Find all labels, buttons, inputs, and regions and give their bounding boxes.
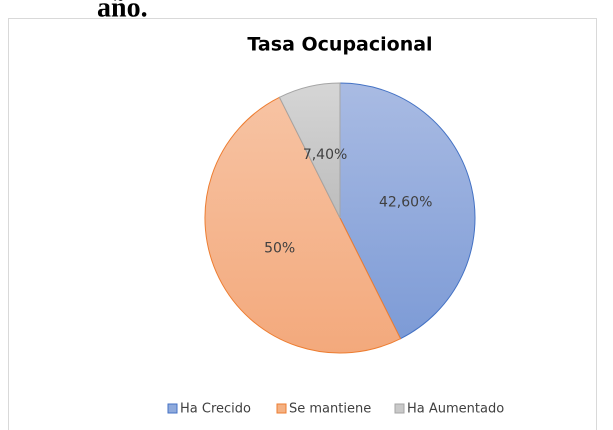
- pie-slice: [339, 82, 476, 340]
- legend-label: Ha Aumentado: [407, 402, 504, 417]
- legend-label: Se mantiene: [289, 402, 371, 417]
- data-label: 42,60%: [379, 194, 432, 210]
- data-label: 7,40%: [303, 147, 347, 163]
- heading-fragment: año.: [97, 0, 148, 23]
- legend-swatch: [167, 403, 178, 414]
- pie-slice: [204, 96, 402, 354]
- chart-title: Tasa Ocupacional: [247, 34, 432, 56]
- legend-swatch: [276, 403, 287, 414]
- legend-swatch: [394, 403, 405, 414]
- legend-label: Ha Crecido: [180, 402, 251, 417]
- data-label: 50%: [264, 240, 295, 256]
- pie-slice: [278, 82, 341, 219]
